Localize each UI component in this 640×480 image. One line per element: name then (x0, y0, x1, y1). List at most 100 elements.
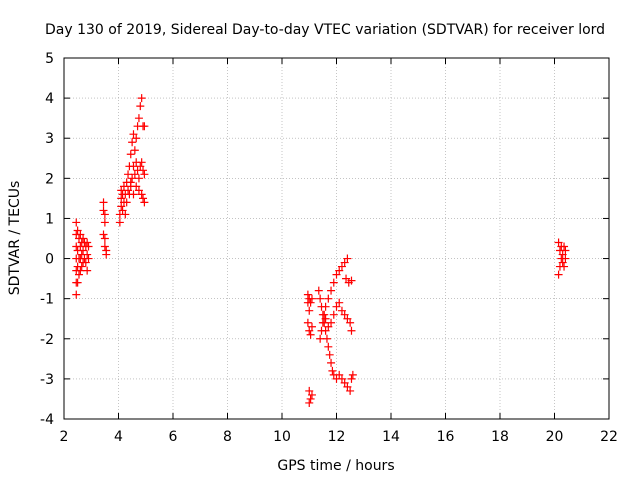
data-point (340, 310, 349, 319)
data-point (134, 186, 143, 195)
data-point (335, 266, 344, 275)
data-point (307, 322, 316, 331)
data-point (342, 274, 351, 283)
data-point (84, 254, 93, 263)
data-point (134, 114, 143, 123)
data-point (72, 290, 81, 299)
data-point (305, 326, 314, 335)
data-point (306, 298, 315, 307)
data-point (561, 246, 570, 255)
x-axis-label: GPS time / hours (277, 458, 394, 474)
y-tick-label: 4 (45, 91, 54, 107)
data-point (117, 186, 126, 195)
chart-title: Day 130 of 2019, Sidereal Day-to-day VTE… (45, 22, 605, 38)
data-point (128, 174, 137, 183)
data-point (337, 374, 346, 383)
grid-lines (64, 58, 609, 419)
x-tick-label: 10 (273, 429, 291, 445)
data-point (117, 194, 126, 203)
data-point (348, 370, 357, 379)
y-tick-label: -1 (40, 292, 54, 308)
data-point (124, 170, 133, 179)
data-point (124, 186, 133, 195)
x-tick-label: 8 (223, 429, 232, 445)
data-point (316, 334, 325, 343)
y-tick-label: 5 (45, 51, 54, 67)
x-tick-label: 14 (382, 429, 400, 445)
data-point (328, 366, 337, 375)
data-point (303, 290, 312, 299)
data-point (128, 138, 137, 147)
data-point (121, 210, 130, 219)
y-tick-label: 3 (45, 131, 54, 147)
data-point (327, 318, 336, 327)
data-point (329, 310, 338, 319)
data-point (81, 258, 90, 267)
data-point (134, 174, 143, 183)
data-points (72, 94, 570, 407)
data-point (325, 350, 334, 359)
data-point (305, 386, 314, 395)
data-point (129, 162, 138, 171)
y-axis-ticks: -4 -3 -2 -1 0 1 2 3 4 5 (40, 51, 609, 428)
data-point (560, 262, 569, 271)
data-point (306, 330, 315, 339)
data-point (337, 306, 346, 315)
data-point (343, 382, 352, 391)
x-axis-ticks: 2 4 6 8 10 12 14 16 18 20 22 (60, 58, 618, 445)
data-point (130, 170, 139, 179)
data-point (346, 386, 355, 395)
data-point (322, 334, 331, 343)
y-tick-label: 1 (45, 211, 54, 227)
data-point (324, 342, 333, 351)
data-point (99, 206, 108, 215)
data-point (335, 298, 344, 307)
y-axis-label: SDTVAR / TECUs (7, 181, 23, 296)
data-point (340, 378, 349, 387)
data-point (73, 278, 82, 287)
data-point (99, 198, 108, 207)
data-point (77, 262, 86, 271)
data-point (129, 190, 138, 199)
data-point (100, 234, 109, 243)
data-point (83, 250, 92, 259)
y-tick-label: 0 (45, 252, 54, 268)
data-point (332, 302, 341, 311)
data-point (140, 198, 149, 207)
data-point (136, 102, 145, 111)
data-point (324, 322, 333, 331)
data-point (100, 218, 109, 227)
data-point (126, 150, 135, 159)
data-point (343, 314, 352, 323)
data-point (132, 182, 141, 191)
data-point (117, 202, 126, 211)
data-point (305, 398, 314, 407)
data-point (76, 266, 85, 275)
data-point (343, 254, 352, 263)
data-point (554, 238, 563, 247)
data-point (119, 182, 128, 191)
data-point (137, 190, 146, 199)
data-point (324, 294, 333, 303)
data-point (79, 234, 88, 243)
y-tick-label: -4 (40, 412, 54, 428)
data-point (558, 258, 567, 267)
data-point (83, 238, 92, 247)
data-point (76, 230, 85, 239)
data-point (115, 218, 124, 227)
data-point (132, 134, 141, 143)
data-point (102, 250, 111, 259)
data-point (307, 294, 316, 303)
data-point (317, 326, 326, 335)
data-point (314, 286, 323, 295)
data-point (321, 314, 330, 323)
data-point (130, 146, 139, 155)
data-point (346, 318, 355, 327)
x-tick-label: 12 (328, 429, 346, 445)
data-point (118, 206, 127, 215)
data-point (316, 294, 325, 303)
data-point (73, 226, 82, 235)
data-point (560, 242, 569, 251)
x-tick-label: 22 (600, 429, 618, 445)
data-point (72, 218, 81, 227)
